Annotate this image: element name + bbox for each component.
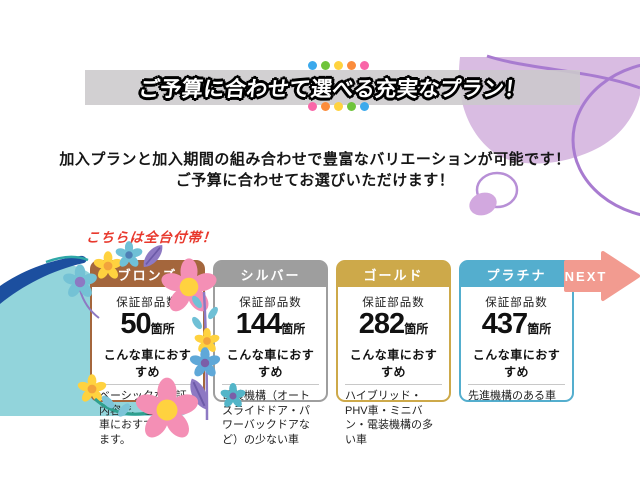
plan-card-body: 保証部品数 50箇所 こんな車におすすめ ベーシックな保証内容で、全てのお車にお… bbox=[92, 287, 203, 447]
arrow-right-icon[interactable] bbox=[564, 251, 640, 301]
plan-card-gold: ゴールド 保証部品数 282箇所 こんな車におすすめ ハイブリッド・PHV車・ミ… bbox=[336, 260, 451, 446]
plan-card-body: 保証部品数 144箇所 こんな車におすすめ 電装機構（オートスライドドア・パワー… bbox=[215, 287, 326, 447]
color-dot bbox=[347, 61, 356, 70]
plan-card-platinum: プラチナ 保証部品数 437箇所 こんな車におすすめ 先進機構のある車 bbox=[459, 260, 574, 402]
plan-card-body: 保証部品数 437箇所 こんな車におすすめ 先進機構のある車 bbox=[461, 287, 572, 404]
parts-count-unit: 箇所 bbox=[150, 322, 175, 336]
parts-count: 282箇所 bbox=[345, 308, 442, 343]
parts-count-unit: 箇所 bbox=[527, 322, 552, 336]
teal-arc-line bbox=[45, 255, 89, 264]
all-cars-note: こちらは全台付帯！ bbox=[85, 230, 217, 245]
color-dot bbox=[321, 61, 330, 70]
color-dot bbox=[308, 61, 317, 70]
parts-count-unit: 箇所 bbox=[404, 322, 429, 336]
color-dot bbox=[334, 61, 343, 70]
parts-count-value: 50 bbox=[120, 308, 151, 340]
next-button[interactable]: NEXT bbox=[564, 251, 640, 301]
plan-description: ハイブリッド・PHV車・ミニバン・電装機構の多い車 bbox=[345, 390, 433, 446]
parts-count-value: 144 bbox=[235, 308, 282, 340]
recommend-label: こんな車におすすめ bbox=[468, 346, 565, 385]
parts-count-label: 保証部品数 bbox=[485, 297, 548, 309]
parts-count-value: 437 bbox=[481, 308, 528, 340]
parts-count-label: 保証部品数 bbox=[239, 297, 302, 309]
plan-card-silver: シルバー 保証部品数 144箇所 こんな車におすすめ 電装機構（オートスライドド… bbox=[213, 260, 328, 446]
parts-count: 144箇所 bbox=[222, 308, 319, 343]
small-lavender-blob bbox=[469, 192, 497, 216]
intro-text: 加入プランと加入期間の組み合わせで豊富なバリエーションが可能です！ ご予算に合わ… bbox=[0, 149, 630, 191]
page-title: ご予算に合わせて選べる充実なプラン！ bbox=[137, 77, 528, 101]
title-banner: ご予算に合わせて選べる充実なプラン！ bbox=[85, 70, 580, 105]
recommend-label: こんな車におすすめ bbox=[345, 346, 442, 385]
parts-count-value: 282 bbox=[358, 308, 405, 340]
parts-count: 437箇所 bbox=[468, 308, 565, 343]
dot-row-bottom bbox=[308, 102, 369, 111]
plan-description: 電装機構（オートスライドドア・パワーバックドアなど）の少ない車 bbox=[222, 390, 310, 446]
color-dot bbox=[360, 61, 369, 70]
parts-count: 50箇所 bbox=[99, 308, 196, 343]
parts-count-unit: 箇所 bbox=[281, 322, 306, 336]
plan-card-body: 保証部品数 282箇所 こんな車におすすめ ハイブリッド・PHV車・ミニバン・電… bbox=[338, 287, 449, 447]
recommend-label: こんな車におすすめ bbox=[99, 346, 196, 385]
intro-line-1: 加入プランと加入期間の組み合わせで豊富なバリエーションが可能です！ bbox=[59, 151, 571, 168]
next-label[interactable]: NEXT bbox=[565, 269, 608, 284]
parts-count-label: 保証部品数 bbox=[362, 297, 425, 309]
color-dot bbox=[347, 102, 356, 111]
intro-line-2: ご予算に合わせてお選びいただけます！ bbox=[175, 172, 455, 189]
navy-stripe-shape bbox=[0, 255, 87, 304]
plan-name: プラチナ bbox=[461, 262, 572, 287]
dot-row-top bbox=[308, 61, 369, 70]
color-dot bbox=[334, 102, 343, 111]
plan-name: シルバー bbox=[215, 262, 326, 287]
plan-description: ベーシックな保証内容で、全てのお車におすすめできます。 bbox=[99, 390, 187, 446]
color-dot bbox=[308, 102, 317, 111]
color-dot bbox=[321, 102, 330, 111]
plan-name: ゴールド bbox=[338, 262, 449, 287]
plan-description: 先進機構のある車 bbox=[468, 390, 556, 402]
plan-card-bronze: ブロンズ 保証部品数 50箇所 こんな車におすすめ ベーシックな保証内容で、全て… bbox=[90, 260, 205, 446]
plan-name: ブロンズ bbox=[92, 262, 203, 287]
color-dot bbox=[360, 102, 369, 111]
swirl-ellipse bbox=[571, 63, 640, 217]
recommend-label: こんな車におすすめ bbox=[222, 346, 319, 385]
